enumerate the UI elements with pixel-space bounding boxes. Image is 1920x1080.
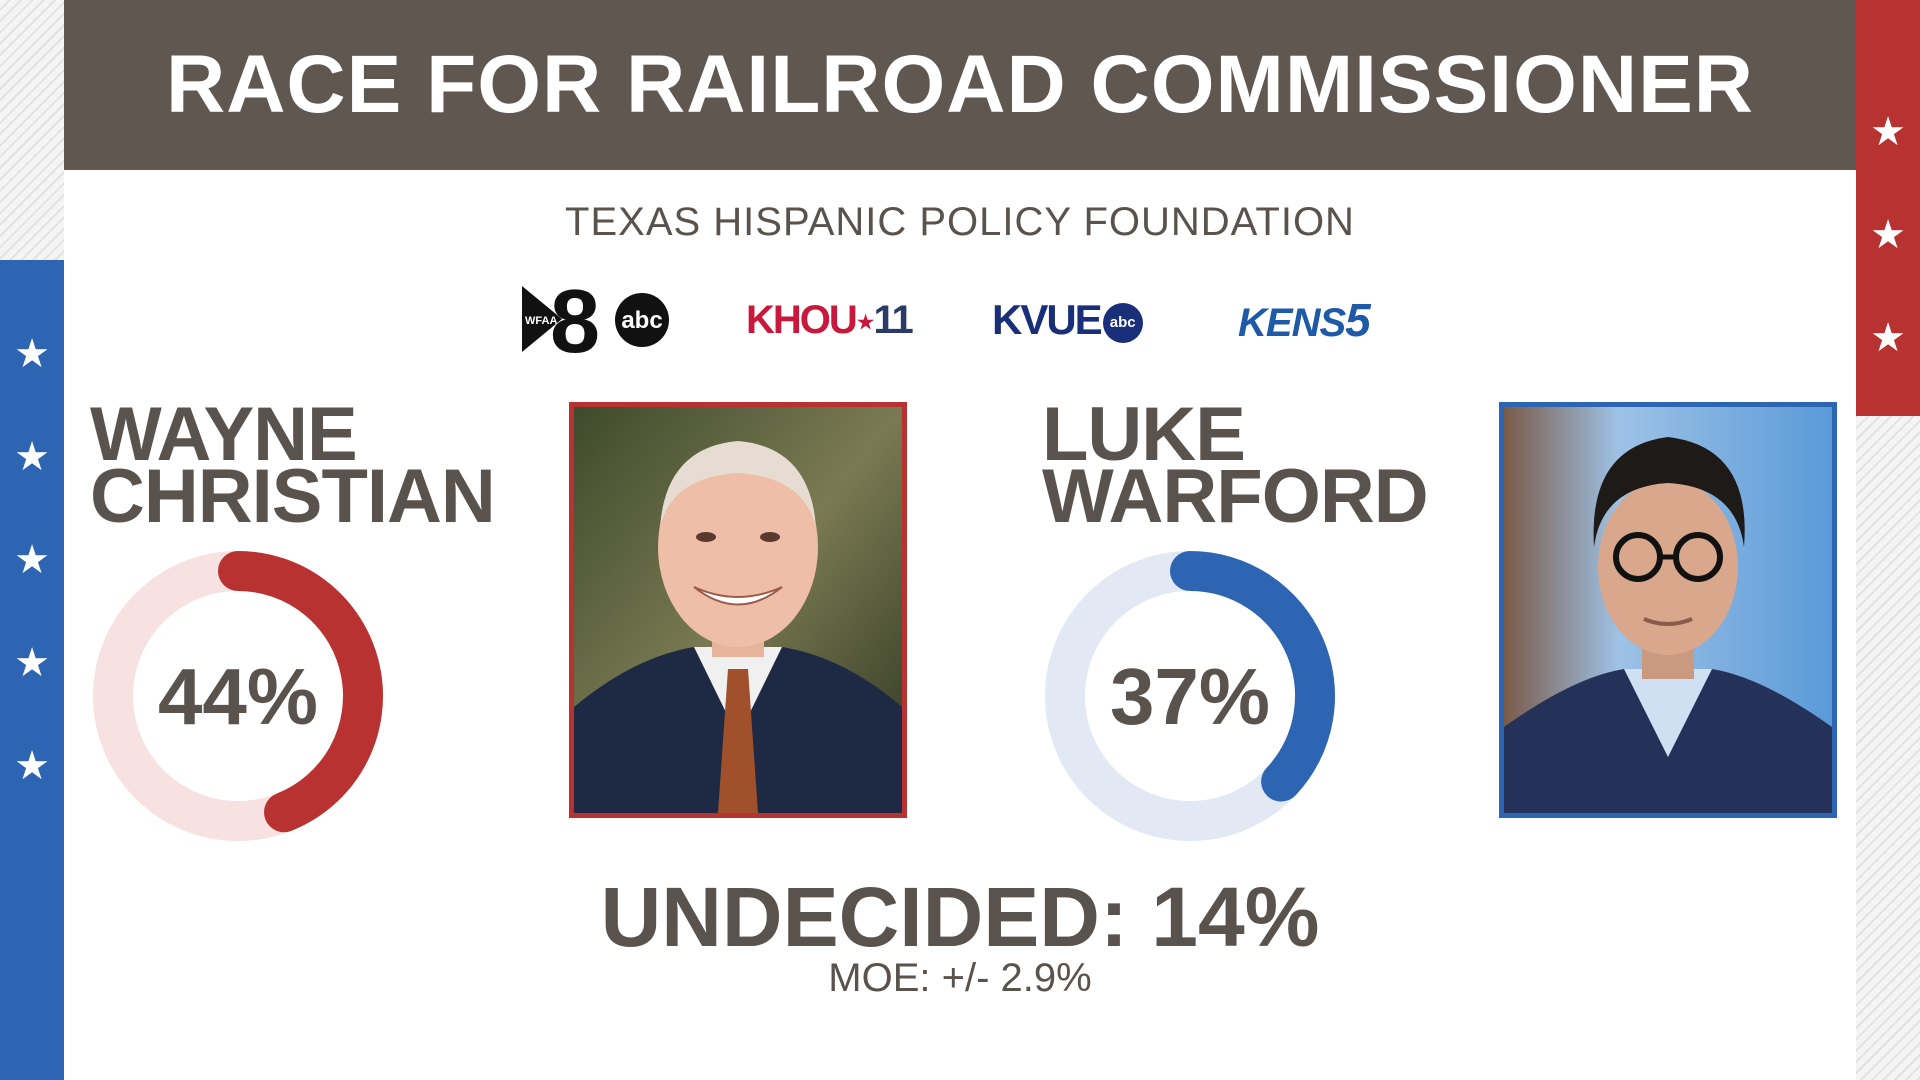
portrait-illustration (574, 407, 902, 813)
star-icon: ★ (14, 434, 50, 480)
donut-chart-christian: 44% (93, 551, 383, 841)
star-icon: ★ (14, 640, 50, 686)
star-icon: ★ (1870, 315, 1906, 361)
kens-text: KENS (1238, 301, 1346, 345)
khou-star-icon: ★ (855, 309, 876, 335)
kens-logo: KENS5 (1238, 294, 1371, 356)
star-icon: ★ (1870, 109, 1906, 155)
donut-arc-warford (1170, 551, 1335, 802)
candidate-photo-christian (569, 402, 907, 818)
donut-value-label: 44% (158, 652, 318, 741)
khou-text: KHOU (746, 298, 858, 342)
poll-source: TEXAS HISPANIC POLICY FOUNDATION (565, 200, 1355, 244)
margin-of-error: MOE: +/- 2.9% (828, 956, 1092, 1000)
wfaa-mark-text: WFAA (525, 315, 557, 327)
star-icon: ★ (14, 743, 50, 789)
main-panel: RACE FOR RAILROAD COMMISSIONER TEXAS HIS… (64, 0, 1856, 1080)
star-icon: ★ (1870, 212, 1906, 258)
undecided-value: 14% (1151, 870, 1320, 964)
khou-number: 11 (873, 298, 914, 342)
undecided-line: UNDECIDED: 14% (64, 872, 1856, 962)
candidate-last-name: WARFORD (1042, 454, 1429, 539)
candidate-name-warford: LUKE WARFORD (1042, 392, 1429, 539)
wfaa-logo: WFAA 8 abc (522, 278, 669, 360)
candidate-first-name: WAYNE (90, 392, 358, 477)
candidate-photo-warford (1499, 402, 1837, 818)
portrait-illustration (1504, 407, 1832, 813)
header-bar: RACE FOR RAILROAD COMMISSIONER (64, 0, 1856, 170)
wfaa-network-text: abc (621, 307, 662, 334)
kvue-network-badge: abc (1102, 302, 1143, 343)
khou-logo: KHOU★11 (746, 296, 914, 356)
kens-number: 5 (1345, 294, 1371, 346)
page-title: RACE FOR RAILROAD COMMISSIONER (166, 39, 1754, 130)
donut-chart-warford: 37% (1045, 551, 1335, 841)
kvue-text: KVUE (992, 296, 1103, 343)
donut-value-label: 37% (1110, 652, 1270, 741)
star-icon: ★ (14, 537, 50, 583)
wfaa-number-text: 8 (550, 278, 600, 360)
candidate-name-christian: WAYNE CHRISTIAN (90, 392, 496, 539)
blue-star-band: ★ ★ ★ ★ ★ (0, 260, 64, 1080)
undecided-label: UNDECIDED: (600, 870, 1128, 964)
star-icon: ★ (14, 331, 50, 377)
kvue-logo: KVUE abc (992, 296, 1143, 356)
red-star-band: ★ ★ ★ (1856, 0, 1920, 416)
donut-arc-christian (218, 551, 383, 833)
candidate-first-name: LUKE (1042, 392, 1246, 477)
candidate-last-name: CHRISTIAN (90, 454, 496, 539)
